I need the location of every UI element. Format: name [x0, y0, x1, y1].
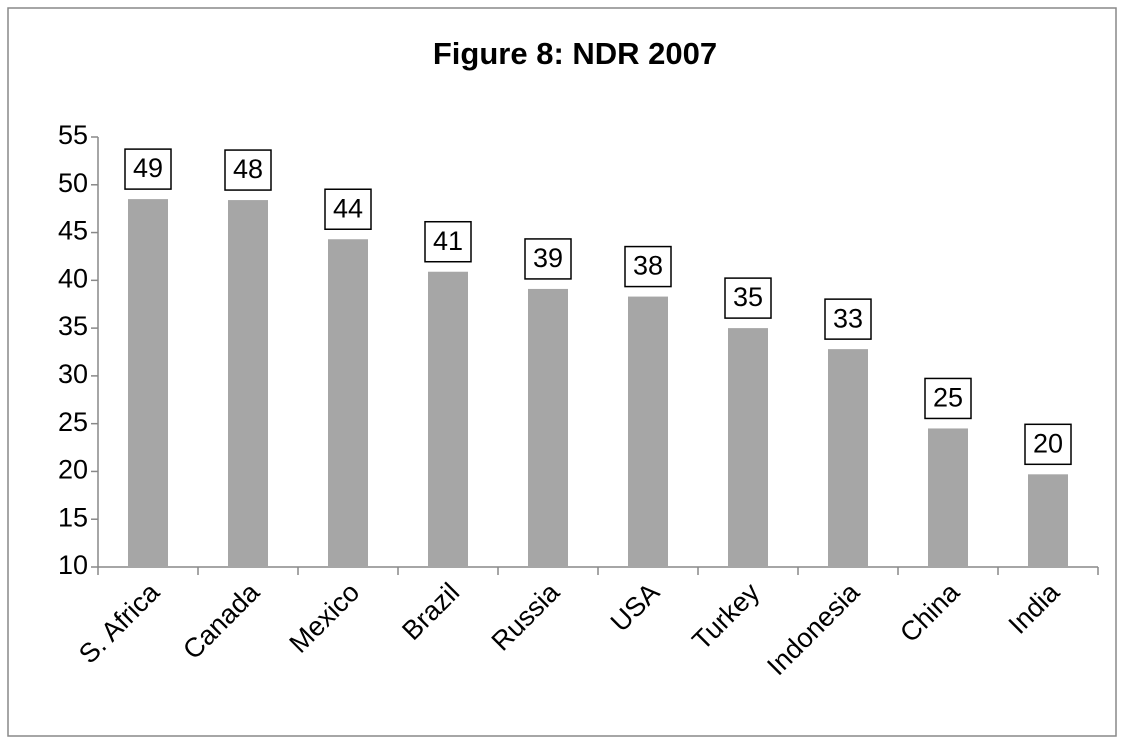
- y-tick-label: 40: [58, 263, 88, 293]
- bar: [428, 271, 468, 567]
- bar: [528, 288, 568, 567]
- y-tick-label: 20: [58, 455, 88, 485]
- data-label-box: [424, 220, 472, 263]
- bar: [728, 328, 768, 567]
- chart-title: Figure 8: NDR 2007: [433, 36, 717, 71]
- data-label-box: [1024, 423, 1072, 466]
- bar: [228, 200, 268, 568]
- data-label: 48: [233, 154, 263, 184]
- data-label: 38: [633, 251, 663, 281]
- data-label-box: [324, 188, 372, 230]
- bar: [328, 239, 368, 567]
- data-label-box: [124, 148, 172, 190]
- y-tick-label: 55: [58, 120, 88, 150]
- bar: [928, 428, 968, 567]
- data-label: 49: [133, 153, 163, 183]
- bar: [628, 296, 668, 567]
- data-label: 20: [1033, 428, 1063, 458]
- bar: [128, 199, 168, 567]
- data-label: 44: [333, 193, 363, 223]
- y-tick-label: 25: [58, 407, 88, 437]
- data-label-box: [624, 245, 672, 288]
- y-tick-label: 15: [58, 502, 88, 532]
- y-tick-label: 10: [58, 550, 88, 580]
- data-label-box: [524, 238, 572, 280]
- data-label-box: [724, 277, 772, 319]
- y-tick-label: 30: [58, 359, 88, 389]
- data-label-box: [924, 377, 972, 420]
- y-tick-label: 45: [58, 216, 88, 246]
- data-label: 41: [433, 226, 463, 256]
- data-label: 39: [533, 243, 563, 273]
- y-tick-label: 35: [58, 311, 88, 341]
- bar: [1028, 474, 1068, 567]
- data-label-box: [224, 149, 272, 191]
- bar: [828, 349, 868, 567]
- data-label: 25: [933, 383, 963, 413]
- data-label: 35: [733, 282, 763, 312]
- y-tick-label: 50: [58, 168, 88, 198]
- data-label-box: [824, 298, 872, 340]
- data-label: 33: [833, 303, 863, 333]
